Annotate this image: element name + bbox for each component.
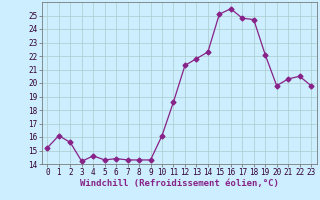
X-axis label: Windchill (Refroidissement éolien,°C): Windchill (Refroidissement éolien,°C) (80, 179, 279, 188)
